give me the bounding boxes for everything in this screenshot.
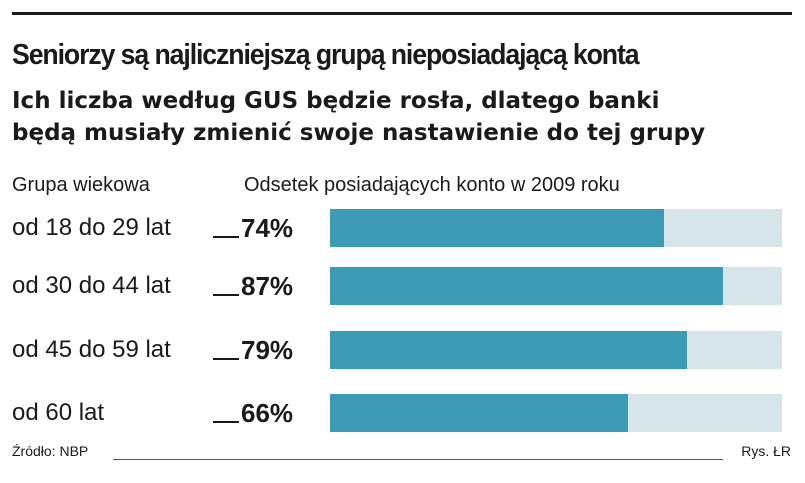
top-rule xyxy=(12,12,792,15)
bar-track xyxy=(330,394,782,432)
bar-row: od 18 do 29 lat 74% xyxy=(0,208,805,248)
value-label: 66% xyxy=(241,398,294,428)
chart-title: Seniorzy są najliczniejszą grupą nieposi… xyxy=(12,39,640,71)
leader-line xyxy=(213,421,239,423)
value-label: 87% xyxy=(241,271,294,301)
leader-line xyxy=(213,358,239,360)
bar-row: od 45 do 59 lat 79% xyxy=(0,330,805,370)
chart-subtitle: Ich liczba według GUS będzie rosła, dlat… xyxy=(12,88,706,146)
bar-track xyxy=(330,267,782,305)
category-label: od 45 do 59 lat xyxy=(12,336,171,363)
bar-row: od 60 lat 66% xyxy=(0,393,805,433)
bar-row: od 30 do 44 lat 87% xyxy=(0,266,805,306)
category-label: od 30 do 44 lat xyxy=(12,272,171,299)
value-label: 74% xyxy=(241,213,294,243)
bar xyxy=(330,331,687,369)
figure-credit: Rys. ŁR xyxy=(741,443,791,459)
leader-line xyxy=(213,294,239,296)
bar xyxy=(330,209,664,247)
value-label: 79% xyxy=(241,335,294,365)
source-note: Źródło: NBP xyxy=(12,443,89,459)
leader-line xyxy=(213,236,239,238)
footer-rule xyxy=(113,459,723,460)
bar xyxy=(330,394,628,432)
bar xyxy=(330,267,723,305)
category-label: od 18 do 29 lat xyxy=(12,214,171,241)
category-header: Grupa wiekowa xyxy=(12,174,150,196)
category-label: od 60 lat xyxy=(12,399,105,426)
bar-track xyxy=(330,209,782,247)
value-header: Odsetek posiadających konto w 2009 roku xyxy=(244,174,620,196)
bar-track xyxy=(330,331,782,369)
